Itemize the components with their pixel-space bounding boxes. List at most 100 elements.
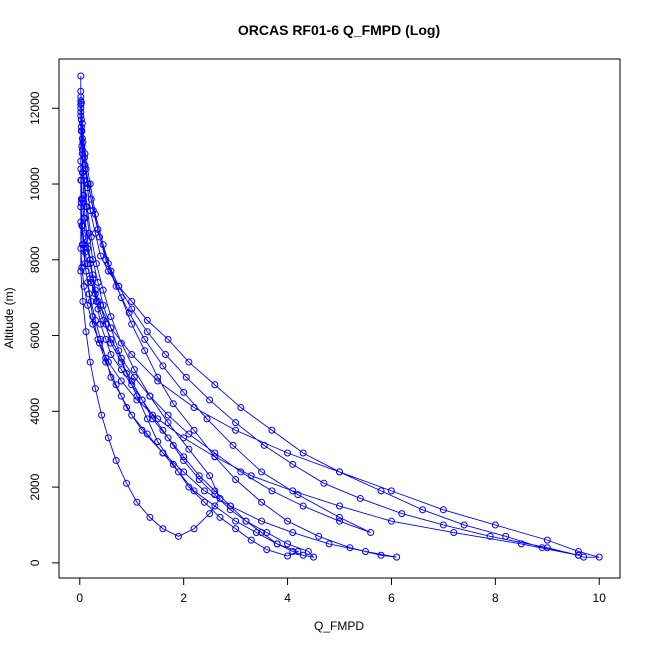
data-point bbox=[107, 324, 115, 332]
data-point bbox=[185, 483, 193, 491]
data-point bbox=[211, 449, 219, 457]
data-point bbox=[206, 472, 214, 480]
data-point bbox=[83, 260, 91, 268]
data-point bbox=[190, 525, 198, 533]
data-point bbox=[174, 532, 182, 540]
data-point bbox=[361, 547, 369, 555]
data-point bbox=[77, 104, 85, 112]
data-point bbox=[289, 460, 297, 468]
data-point bbox=[82, 267, 90, 275]
data-point bbox=[96, 233, 104, 241]
data-point bbox=[94, 225, 102, 233]
data-point bbox=[180, 388, 188, 396]
data-point bbox=[133, 392, 141, 400]
data-point bbox=[102, 358, 110, 366]
data-point bbox=[80, 282, 88, 290]
data-point bbox=[84, 301, 92, 309]
data-point bbox=[146, 513, 154, 521]
data-point bbox=[94, 279, 102, 287]
data-point bbox=[141, 335, 149, 343]
data-point bbox=[161, 350, 169, 358]
data-point bbox=[96, 339, 104, 347]
data-point bbox=[104, 267, 112, 275]
x-tick-label: 6 bbox=[388, 591, 395, 605]
data-point bbox=[200, 498, 208, 506]
data-point bbox=[91, 210, 99, 218]
data-point bbox=[143, 316, 151, 324]
data-point bbox=[112, 282, 120, 290]
data-point bbox=[77, 72, 85, 80]
y-tick-label: 10000 bbox=[28, 167, 42, 201]
data-point bbox=[77, 218, 85, 226]
data-point bbox=[77, 157, 85, 165]
data-point bbox=[491, 521, 499, 529]
data-point bbox=[97, 335, 105, 343]
data-point bbox=[180, 453, 188, 461]
y-axis: 0 2000 4000 6000 8000 10000 12000 bbox=[28, 91, 60, 566]
data-point bbox=[460, 521, 468, 529]
data-point bbox=[200, 487, 208, 495]
data-point bbox=[595, 553, 603, 561]
data-point bbox=[107, 350, 115, 358]
data-point bbox=[84, 237, 92, 245]
data-point bbox=[77, 100, 85, 108]
data-point bbox=[226, 506, 234, 514]
data-point bbox=[89, 207, 97, 215]
data-point bbox=[216, 513, 224, 521]
data-point bbox=[543, 544, 551, 552]
data-point bbox=[439, 521, 447, 529]
data-point bbox=[268, 487, 276, 495]
data-point bbox=[141, 347, 149, 355]
data-point bbox=[107, 373, 115, 381]
x-tick-label: 4 bbox=[284, 591, 291, 605]
data-point bbox=[138, 426, 146, 434]
data-point bbox=[78, 127, 86, 135]
data-point bbox=[78, 222, 86, 230]
data-point bbox=[80, 172, 88, 180]
data-point bbox=[85, 290, 93, 298]
data-point bbox=[185, 358, 193, 366]
data-point bbox=[112, 381, 120, 389]
data-point bbox=[86, 358, 94, 366]
data-point bbox=[80, 154, 88, 161]
data-point bbox=[284, 449, 292, 457]
data-point bbox=[336, 513, 343, 521]
data-point bbox=[149, 415, 156, 423]
data-point bbox=[77, 195, 85, 203]
data-point bbox=[77, 244, 85, 252]
data-point bbox=[486, 532, 494, 540]
data-point bbox=[284, 552, 292, 560]
data-point bbox=[77, 112, 85, 120]
data-point bbox=[104, 358, 112, 366]
data-point bbox=[284, 517, 292, 525]
data-point bbox=[115, 282, 123, 290]
data-point bbox=[80, 176, 88, 184]
data-point bbox=[169, 441, 177, 449]
y-tick-label: 0 bbox=[28, 559, 42, 566]
data-point bbox=[346, 544, 354, 552]
data-point bbox=[133, 396, 141, 404]
data-point bbox=[154, 438, 162, 446]
data-point bbox=[203, 415, 211, 423]
data-point bbox=[190, 487, 198, 495]
data-point bbox=[174, 468, 182, 476]
data-point bbox=[79, 138, 87, 146]
data-point bbox=[91, 286, 99, 294]
data-point bbox=[81, 248, 89, 256]
data-point bbox=[87, 297, 95, 305]
data-point bbox=[169, 460, 177, 468]
data-point bbox=[143, 328, 151, 336]
data-point bbox=[325, 540, 333, 548]
data-point bbox=[517, 540, 525, 548]
data-point bbox=[117, 294, 125, 302]
data-point bbox=[154, 373, 162, 381]
data-point bbox=[232, 419, 240, 427]
data-point bbox=[115, 347, 123, 355]
data-point bbox=[143, 430, 151, 438]
data-point bbox=[252, 529, 260, 537]
data-point bbox=[229, 441, 237, 449]
data-point bbox=[81, 161, 89, 169]
data-point bbox=[89, 275, 97, 283]
data-point bbox=[226, 502, 234, 510]
